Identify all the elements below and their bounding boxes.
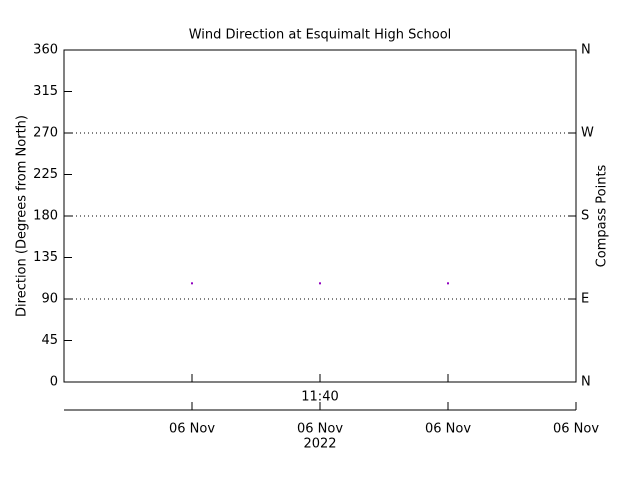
point xyxy=(191,282,193,285)
year-label: 2022 xyxy=(303,437,336,452)
y-tick-label: 45 xyxy=(41,333,58,348)
y-tick-label: 360 xyxy=(33,43,58,58)
y2-axis-label: Compass Points xyxy=(595,164,610,267)
time-label: 11:40 xyxy=(301,390,338,405)
x-tick-label: 06 Nov xyxy=(425,422,471,437)
y-tick-label: 180 xyxy=(33,209,58,224)
y2-tick-label: N xyxy=(581,43,591,58)
y2-tick-label: W xyxy=(581,126,594,141)
y2-tick-label: E xyxy=(581,292,589,307)
point xyxy=(319,282,321,285)
x-tick-label: 06 Nov xyxy=(297,422,343,437)
y-tick-label: 135 xyxy=(33,250,58,265)
y-axis-label: Direction (Degrees from North) xyxy=(15,115,30,317)
point xyxy=(447,282,449,285)
x-tick-label: 06 Nov xyxy=(553,422,599,437)
y-tick-label: 90 xyxy=(41,292,58,307)
x-tick-label: 06 Nov xyxy=(169,422,215,437)
y2-tick-label: N xyxy=(581,375,591,390)
y-tick-label: 0 xyxy=(50,375,58,390)
y-tick-label: 315 xyxy=(33,84,58,99)
chart-title: Wind Direction at Esquimalt High School xyxy=(189,28,452,43)
y-tick-label: 225 xyxy=(33,167,58,182)
y2-tick-label: S xyxy=(581,209,589,224)
y-tick-label: 270 xyxy=(33,126,58,141)
